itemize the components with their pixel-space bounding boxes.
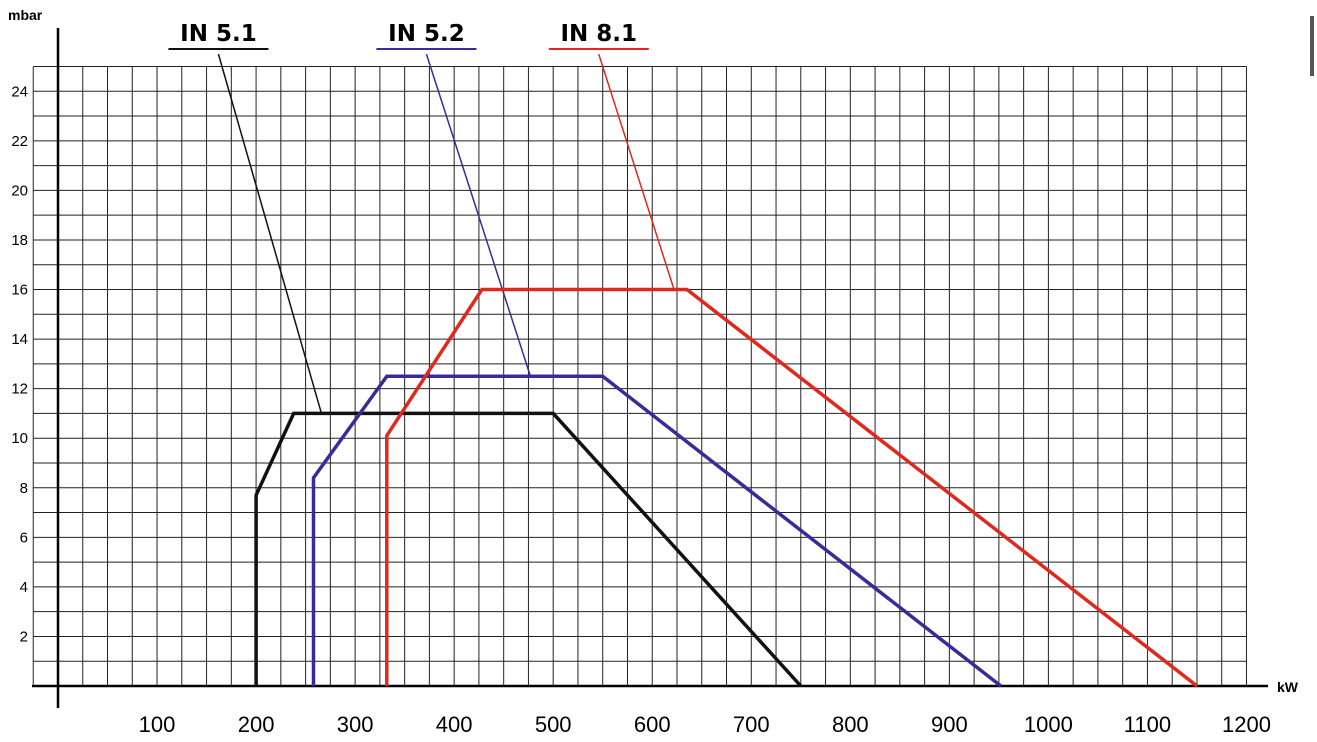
x-tick-label: 1000 <box>1024 712 1073 737</box>
y-tick-label: 24 <box>11 83 28 100</box>
y-tick-label: 18 <box>11 232 28 249</box>
grid <box>32 66 1247 686</box>
y-tick-label: 4 <box>20 579 28 596</box>
legend-label: IN 8.1 <box>560 21 637 47</box>
legend-leader-lines <box>217 53 675 414</box>
x-tick-label: 500 <box>535 712 572 737</box>
y-tick-label: 22 <box>11 133 28 150</box>
x-tick-label: 700 <box>733 712 770 737</box>
x-tick-label: 600 <box>634 712 671 737</box>
series-line <box>311 374 1002 688</box>
x-tick-label: 800 <box>832 712 869 737</box>
y-tick-label: 8 <box>20 480 28 497</box>
y-tick-label: 14 <box>11 331 28 348</box>
x-tick-label: 100 <box>139 712 176 737</box>
leader-line <box>217 53 323 414</box>
legend: IN 5.1 IN 5.2 IN 8.1 <box>168 21 649 50</box>
y-tick-label: 6 <box>20 529 28 546</box>
x-tick-label: 900 <box>931 712 968 737</box>
x-tick-label: 400 <box>436 712 473 737</box>
x-tick-label: 200 <box>238 712 275 737</box>
series-line <box>254 411 803 688</box>
x-tick-label: 1200 <box>1222 712 1271 737</box>
y-tick-label: 10 <box>11 430 28 447</box>
legend-label: IN 5.2 <box>388 21 465 47</box>
series-line <box>385 287 1199 688</box>
y-tick-label: 2 <box>20 628 28 645</box>
x-tick-labels: 100 200 300 400 500 600 700 800 900 1000 1100 1200 <box>139 712 1271 737</box>
series-lines <box>254 287 1199 688</box>
leader-line <box>425 53 532 377</box>
y-tick-label: 20 <box>11 182 28 199</box>
leader-line <box>598 53 675 290</box>
x-axis-unit-label: kW <box>1277 679 1299 695</box>
x-tick-label: 300 <box>337 712 374 737</box>
edge-mark <box>1310 16 1314 76</box>
y-tick-label: 12 <box>11 381 28 398</box>
x-tick-label: 1100 <box>1124 712 1171 737</box>
axes <box>32 28 1268 708</box>
legend-label: IN 5.1 <box>180 21 257 47</box>
y-axis-unit-label: mbar <box>8 7 43 23</box>
y-tick-label: 16 <box>11 282 28 299</box>
